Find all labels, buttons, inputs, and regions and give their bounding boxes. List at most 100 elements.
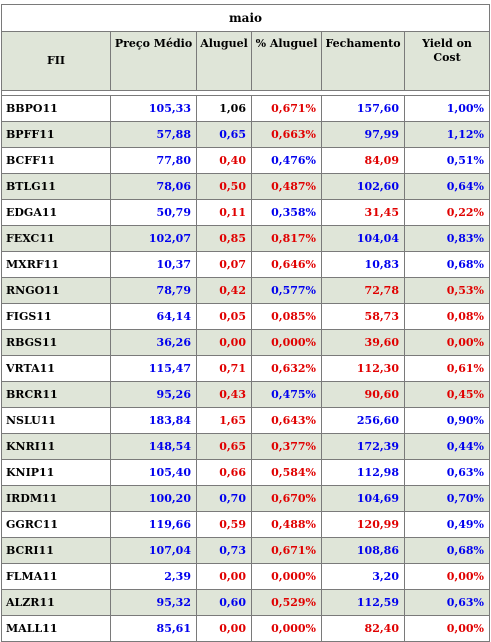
cell-yield-on-cost: 0,00% bbox=[403, 615, 491, 642]
header-fechamento: Fechamento bbox=[321, 31, 405, 91]
cell-fechamento: 10,83 bbox=[321, 251, 405, 278]
cell-fii: MXRF11 bbox=[1, 251, 111, 278]
cell-fechamento: 112,30 bbox=[321, 355, 405, 382]
cell-aluguel: 0,59 bbox=[196, 511, 252, 538]
cell-yield-on-cost: 0,90% bbox=[403, 407, 491, 434]
cell-yield-on-cost: 0,68% bbox=[403, 251, 491, 278]
cell-preco-medio: 64,14 bbox=[110, 303, 197, 330]
fii-table: maio FII Preço Médio Aluguel % Aluguel F… bbox=[0, 4, 491, 642]
table-row: MALL11 85,61 0,00 0,000% 82,40 0,00% bbox=[1, 615, 491, 642]
table-row: BCFF11 77,80 0,40 0,476% 84,09 0,51% bbox=[1, 147, 491, 174]
cell-preco-medio: 78,79 bbox=[110, 277, 197, 304]
cell-aluguel: 0,50 bbox=[196, 173, 252, 200]
table-row: KNRI11 148,54 0,65 0,377% 172,39 0,44% bbox=[1, 433, 491, 460]
title-row: maio bbox=[0, 4, 491, 32]
cell-pct-aluguel: 0,671% bbox=[251, 537, 322, 564]
cell-aluguel: 1,06 bbox=[196, 95, 252, 122]
header-fii: FII bbox=[1, 31, 111, 91]
cell-fii: GGRC11 bbox=[1, 511, 111, 538]
cell-preco-medio: 95,32 bbox=[110, 589, 197, 616]
cell-yield-on-cost: 1,12% bbox=[403, 121, 491, 148]
cell-fechamento: 112,59 bbox=[321, 589, 405, 616]
cell-yield-on-cost: 0,63% bbox=[403, 459, 491, 486]
cell-fii: IRDM11 bbox=[1, 485, 111, 512]
cell-preco-medio: 105,40 bbox=[110, 459, 197, 486]
cell-fii: BBPO11 bbox=[1, 95, 111, 122]
header-aluguel: Aluguel bbox=[196, 31, 252, 91]
table-row: BRCR11 95,26 0,43 0,475% 90,60 0,45% bbox=[1, 381, 491, 408]
cell-aluguel: 0,07 bbox=[196, 251, 252, 278]
cell-pct-aluguel: 0,487% bbox=[251, 173, 322, 200]
cell-fechamento: 102,60 bbox=[321, 173, 405, 200]
cell-aluguel: 0,00 bbox=[196, 563, 252, 590]
header-pct-aluguel: % Aluguel bbox=[251, 31, 322, 91]
cell-aluguel: 1,65 bbox=[196, 407, 252, 434]
cell-fechamento: 112,98 bbox=[321, 459, 405, 486]
table-row: ALZR11 95,32 0,60 0,529% 112,59 0,63% bbox=[1, 589, 491, 616]
cell-preco-medio: 85,61 bbox=[110, 615, 197, 642]
table-row: BPFF11 57,88 0,65 0,663% 97,99 1,12% bbox=[1, 121, 491, 148]
cell-pct-aluguel: 0,000% bbox=[251, 615, 322, 642]
cell-yield-on-cost: 0,51% bbox=[403, 147, 491, 174]
cell-fii: BPFF11 bbox=[1, 121, 111, 148]
table-row: IRDM11 100,20 0,70 0,670% 104,69 0,70% bbox=[1, 485, 491, 512]
cell-fechamento: 3,20 bbox=[321, 563, 405, 590]
cell-fechamento: 108,86 bbox=[321, 537, 405, 564]
cell-yield-on-cost: 1,00% bbox=[403, 95, 491, 122]
cell-yield-on-cost: 0,22% bbox=[403, 199, 491, 226]
cell-yield-on-cost: 0,49% bbox=[403, 511, 491, 538]
table-row: FIGS11 64,14 0,05 0,085% 58,73 0,08% bbox=[1, 303, 491, 330]
table-row: FEXC11 102,07 0,85 0,817% 104,04 0,83% bbox=[1, 225, 491, 252]
cell-pct-aluguel: 0,817% bbox=[251, 225, 322, 252]
table-row: NSLU11 183,84 1,65 0,643% 256,60 0,90% bbox=[1, 407, 491, 434]
table-title: maio bbox=[0, 4, 491, 32]
cell-fii: BRCR11 bbox=[1, 381, 111, 408]
cell-pct-aluguel: 0,632% bbox=[251, 355, 322, 382]
cell-pct-aluguel: 0,529% bbox=[251, 589, 322, 616]
cell-preco-medio: 119,66 bbox=[110, 511, 197, 538]
cell-preco-medio: 77,80 bbox=[110, 147, 197, 174]
cell-pct-aluguel: 0,000% bbox=[251, 563, 322, 590]
cell-pct-aluguel: 0,663% bbox=[251, 121, 322, 148]
cell-preco-medio: 107,04 bbox=[110, 537, 197, 564]
cell-fechamento: 39,60 bbox=[321, 329, 405, 356]
cell-fechamento: 172,39 bbox=[321, 433, 405, 460]
table-row: BTLG11 78,06 0,50 0,487% 102,60 0,64% bbox=[1, 173, 491, 200]
table-body: BBPO11 105,33 1,06 0,671% 157,60 1,00% BPFF11 5… bbox=[1, 95, 491, 642]
cell-pct-aluguel: 0,646% bbox=[251, 251, 322, 278]
cell-fechamento: 104,69 bbox=[321, 485, 405, 512]
cell-fechamento: 84,09 bbox=[321, 147, 405, 174]
cell-preco-medio: 102,07 bbox=[110, 225, 197, 252]
table-row: RNGO11 78,79 0,42 0,577% 72,78 0,53% bbox=[1, 277, 491, 304]
cell-yield-on-cost: 0,63% bbox=[403, 589, 491, 616]
table-row: VRTA11 115,47 0,71 0,632% 112,30 0,61% bbox=[1, 355, 491, 382]
cell-yield-on-cost: 0,44% bbox=[403, 433, 491, 460]
cell-aluguel: 0,00 bbox=[196, 329, 252, 356]
cell-fechamento: 82,40 bbox=[321, 615, 405, 642]
cell-yield-on-cost: 0,53% bbox=[403, 277, 491, 304]
cell-aluguel: 0,60 bbox=[196, 589, 252, 616]
cell-aluguel: 0,66 bbox=[196, 459, 252, 486]
cell-pct-aluguel: 0,476% bbox=[251, 147, 322, 174]
cell-aluguel: 0,42 bbox=[196, 277, 252, 304]
cell-aluguel: 0,00 bbox=[196, 615, 252, 642]
cell-preco-medio: 105,33 bbox=[110, 95, 197, 122]
cell-preco-medio: 50,79 bbox=[110, 199, 197, 226]
cell-fechamento: 256,60 bbox=[321, 407, 405, 434]
cell-fechamento: 58,73 bbox=[321, 303, 405, 330]
cell-pct-aluguel: 0,475% bbox=[251, 381, 322, 408]
table-row: GGRC11 119,66 0,59 0,488% 120,99 0,49% bbox=[1, 511, 491, 538]
header-preco-medio: Preço Médio bbox=[110, 31, 197, 91]
cell-aluguel: 0,65 bbox=[196, 121, 252, 148]
cell-fii: RBGS11 bbox=[1, 329, 111, 356]
cell-fechamento: 104,04 bbox=[321, 225, 405, 252]
table-row: RBGS11 36,26 0,00 0,000% 39,60 0,00% bbox=[1, 329, 491, 356]
cell-aluguel: 0,11 bbox=[196, 199, 252, 226]
cell-pct-aluguel: 0,584% bbox=[251, 459, 322, 486]
cell-pct-aluguel: 0,488% bbox=[251, 511, 322, 538]
cell-pct-aluguel: 0,085% bbox=[251, 303, 322, 330]
cell-yield-on-cost: 0,00% bbox=[403, 563, 491, 590]
cell-preco-medio: 2,39 bbox=[110, 563, 197, 590]
cell-fii: BCRI11 bbox=[1, 537, 111, 564]
cell-yield-on-cost: 0,00% bbox=[403, 329, 491, 356]
